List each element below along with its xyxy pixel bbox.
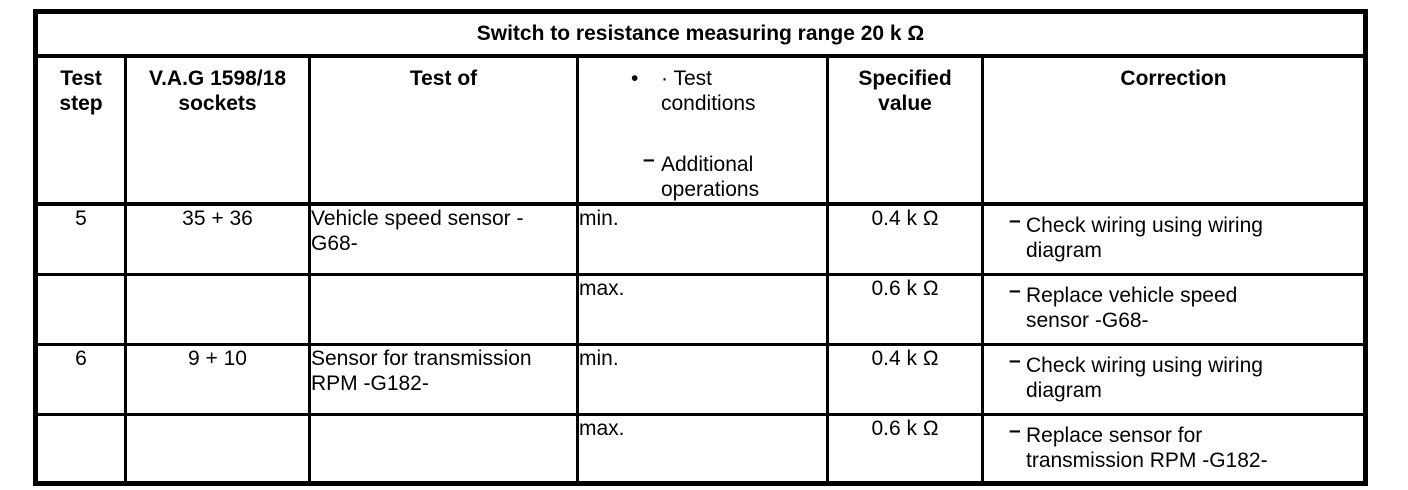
table-title: Switch to resistance measuring range 20 … <box>476 22 925 45</box>
column-header-sockets: V.A.G 1598/18 sockets <box>124 54 311 206</box>
cell-specified-value: 0.6 k Ω <box>826 272 984 346</box>
cell-test-step: 5 <box>34 202 127 276</box>
table-row: 5 35 + 36 Vehicle speed sensor - G68- mi… <box>34 202 1368 276</box>
column-header-conditions: • · Test conditions – Additional operati… <box>576 54 829 206</box>
cell-condition: min. <box>576 202 829 276</box>
table-row: max. 0.6 k Ω – Replace vehicle speed sen… <box>34 272 1368 346</box>
cell-correction: – Replace sensor for transmission RPM -G… <box>980 412 1368 485</box>
cell-correction: – Check wiring using wiring diagram <box>980 342 1368 416</box>
cell-sockets <box>124 412 311 485</box>
dash-bullet-icon: – <box>1009 278 1021 302</box>
cell-sockets <box>124 272 311 346</box>
dash-bullet-icon: – <box>643 148 655 171</box>
table-row: 6 9 + 10 Sensor for transmission RPM -G1… <box>34 342 1368 416</box>
dash-bullet-icon: – <box>1009 418 1021 442</box>
cell-correction: – Check wiring using wiring diagram <box>980 202 1368 276</box>
test-conditions-label: • · Test conditions <box>631 67 756 115</box>
bullet-icon: • <box>631 67 639 90</box>
cell-test-of <box>308 412 579 485</box>
cell-correction: – Replace vehicle speed sensor -G68- <box>980 272 1368 346</box>
dash-bullet-icon: – <box>1009 209 1021 232</box>
column-header-test-of: Test of <box>308 54 579 206</box>
column-header-specified-value: Specified value <box>826 54 984 206</box>
table-title-row: Switch to resistance measuring range 20 … <box>33 10 1368 58</box>
cell-test-of: Sensor for transmission RPM -G182- <box>308 342 579 416</box>
cell-test-of <box>308 272 579 346</box>
cell-condition: max. <box>576 272 829 346</box>
resistance-test-table: Switch to resistance measuring range 20 … <box>33 9 1369 486</box>
cell-test-step: 6 <box>34 342 127 416</box>
cell-sockets: 9 + 10 <box>124 342 311 416</box>
column-header-test-step: Test step <box>34 54 127 206</box>
cell-test-step <box>34 412 127 485</box>
cell-condition: min. <box>576 342 829 416</box>
cell-specified-value: 0.4 k Ω <box>826 202 984 276</box>
dash-bullet-icon: – <box>1009 348 1021 372</box>
cell-test-of: Vehicle speed sensor - G68- <box>308 202 579 276</box>
table-header-row: Test step V.A.G 1598/18 sockets Test of … <box>34 54 1368 206</box>
cell-condition: max. <box>576 412 829 485</box>
table-row: max. 0.6 k Ω – Replace sensor for transm… <box>34 412 1368 485</box>
additional-operations-label: – Additional operations <box>643 148 760 201</box>
cell-test-step <box>34 272 127 346</box>
cell-specified-value: 0.4 k Ω <box>826 342 984 416</box>
cell-specified-value: 0.6 k Ω <box>826 412 984 485</box>
column-header-correction: Correction <box>980 54 1368 206</box>
cell-sockets: 35 + 36 <box>124 202 311 276</box>
